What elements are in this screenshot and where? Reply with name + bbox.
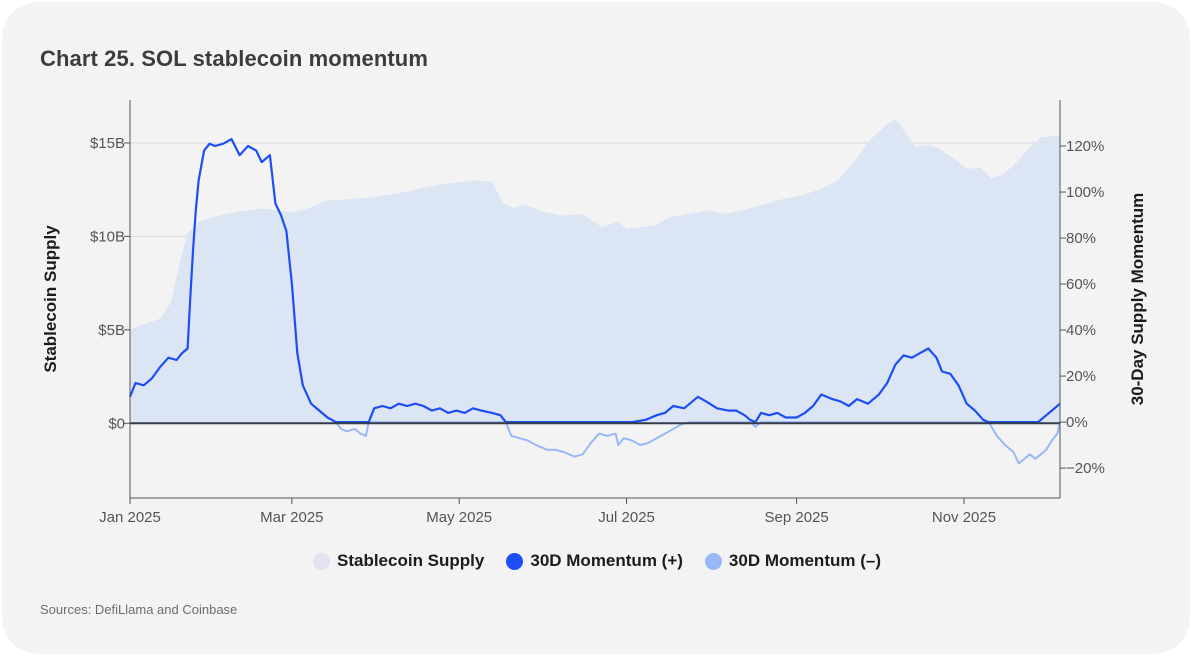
left-tick-label: $5B xyxy=(98,322,125,339)
right-tick-label: 100% xyxy=(1066,184,1104,201)
right-tick-label: 0% xyxy=(1066,414,1088,431)
right-tick-label: 80% xyxy=(1066,230,1096,247)
right-tick-label: 40% xyxy=(1066,322,1096,339)
legend-label-supply: Stablecoin Supply xyxy=(337,551,485,570)
left-tick-label: $15B xyxy=(90,135,125,152)
x-tick-label: Sep 2025 xyxy=(765,509,829,526)
legend-label-momentum-negative: 30D Momentum (–) xyxy=(728,551,881,570)
legend-swatch-momentum-negative xyxy=(704,552,722,570)
right-axis-ticks: −20% 0% 20% 40% 60% 80% 100% 120% xyxy=(1060,138,1105,477)
legend-swatch-momentum-positive xyxy=(506,552,524,570)
legend: Stablecoin Supply 30D Momentum (+) 30D M… xyxy=(0,551,1194,571)
right-axis-label: 30-Day Supply Momentum xyxy=(1128,193,1147,406)
x-tick-label: Jul 2025 xyxy=(598,509,655,526)
source-note: Sources: DefiLlama and Coinbase xyxy=(40,602,238,617)
x-tick-label: Mar 2025 xyxy=(260,509,323,526)
x-tick-label: Nov 2025 xyxy=(932,509,996,526)
stablecoin-supply-area xyxy=(130,118,1060,424)
right-tick-label: 20% xyxy=(1066,368,1096,385)
x-tick-label: Jan 2025 xyxy=(99,509,161,526)
momentum-positive-line xyxy=(128,138,1061,424)
left-axis-ticks: $0 $5B $10B $15B xyxy=(90,135,130,432)
left-tick-label: $0 xyxy=(108,415,125,432)
legend-item-supply: Stablecoin Supply xyxy=(313,551,484,571)
left-tick-label: $10B xyxy=(90,228,125,245)
legend-label-momentum-positive: 30D Momentum (+) xyxy=(530,551,683,570)
right-tick-label: 60% xyxy=(1066,276,1096,293)
left-axis-label: Stablecoin Supply xyxy=(41,225,60,373)
momentum-negative-line xyxy=(335,421,1061,465)
right-tick-label: −20% xyxy=(1066,460,1105,477)
axes xyxy=(129,100,1061,499)
right-tick-label: 120% xyxy=(1066,138,1104,155)
legend-item-momentum-positive: 30D Momentum (+) xyxy=(506,551,683,571)
chart-title: Chart 25. SOL stablecoin momentum xyxy=(40,46,428,71)
legend-item-momentum-negative: 30D Momentum (–) xyxy=(704,551,881,571)
x-tick-label: May 2025 xyxy=(426,509,492,526)
x-axis-ticks: Jan 2025 Mar 2025 May 2025 Jul 2025 Sep 2025… xyxy=(99,498,996,526)
legend-swatch-supply xyxy=(313,552,330,570)
